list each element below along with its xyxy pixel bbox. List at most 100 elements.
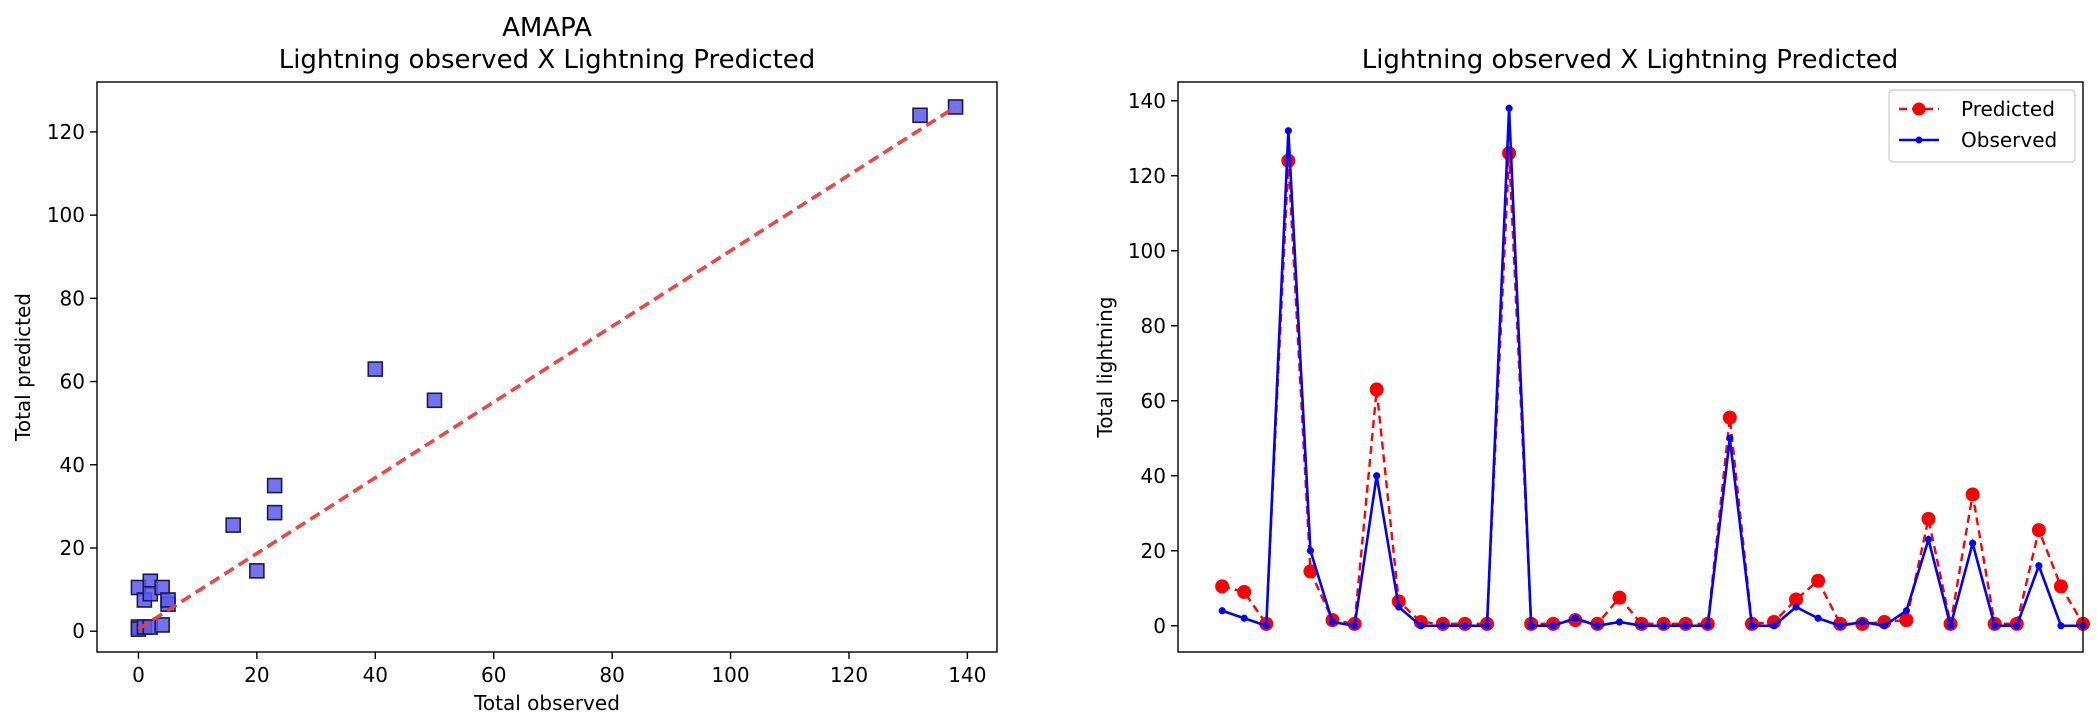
observed-point	[1505, 104, 1513, 112]
scatter-point	[160, 592, 176, 608]
observed-point	[1969, 539, 1977, 547]
observed-point	[1902, 607, 1911, 615]
scatter-point	[367, 361, 384, 377]
observed-point	[1262, 622, 1270, 630]
observed-point	[1770, 622, 1778, 630]
predicted-point	[1303, 564, 1318, 579]
y-tick-label: 80	[60, 286, 85, 310]
scatter-point	[225, 517, 241, 533]
x-tick-label: 40	[363, 663, 388, 687]
observed-point	[1306, 547, 1315, 555]
predicted-point	[1237, 585, 1252, 599]
predicted-point	[1722, 410, 1737, 425]
y-tick-label: 100	[47, 203, 85, 227]
observed-point	[1461, 622, 1469, 630]
x-tick-label: 60	[481, 663, 506, 687]
observed-point	[1991, 622, 1999, 630]
observed-point	[1704, 622, 1712, 630]
line-y-axis-label: Total lightning	[1093, 297, 1117, 439]
legend-observed-label: Observed	[1961, 128, 2057, 152]
scatter-y-axis-label: Total predicted	[11, 293, 35, 442]
predicted-point	[1811, 573, 1826, 588]
observed-point	[1439, 622, 1447, 630]
observed-point	[1792, 603, 1800, 611]
predicted-point	[1281, 153, 1296, 168]
line-chart-title: Lightning observed X Lightning Predicted	[1362, 45, 1899, 75]
scatter-point	[266, 477, 283, 494]
x-tick-label: 120	[830, 663, 868, 687]
observed-point	[1637, 622, 1646, 630]
scatter-point	[249, 563, 265, 579]
scatter-point	[426, 392, 443, 409]
observed-point	[1571, 614, 1579, 622]
y-tick-label: 60	[1141, 389, 1166, 413]
observed-point	[2057, 622, 2065, 630]
y-tick-label: 20	[1141, 539, 1166, 563]
observed-point	[1615, 618, 1624, 626]
y-tick-label: 0	[1153, 614, 1166, 638]
predicted-point	[2053, 579, 2068, 594]
y-tick-label: 60	[60, 370, 85, 394]
x-tick-label: 0	[132, 663, 145, 687]
legend-box	[1888, 89, 2076, 163]
observed-point	[1946, 622, 1955, 630]
y-tick-label: 40	[60, 453, 85, 477]
observed-point	[1836, 622, 1844, 630]
observed-point	[2035, 562, 2043, 570]
observed-point	[1240, 614, 1248, 622]
observed-point	[2013, 622, 2021, 630]
observed-point	[1350, 622, 1359, 630]
legend-observed-marker	[1915, 136, 1923, 144]
scatter-title: AMAPA	[502, 13, 592, 43]
observed-point	[1593, 622, 1601, 630]
line-chart: Lightning observed X Lightning Predicted…	[1093, 45, 2090, 653]
predicted-point	[1502, 146, 1517, 161]
predicted-point	[1215, 579, 1230, 594]
observed-point	[1218, 607, 1226, 615]
observed-point	[1858, 618, 1866, 626]
predicted-point	[1899, 613, 1914, 628]
scatter-point	[266, 504, 283, 521]
predicted-point	[1369, 382, 1384, 397]
observed-point	[1880, 622, 1888, 630]
observed-point	[1527, 622, 1535, 630]
y-tick-label: 120	[1128, 164, 1166, 188]
scatter-x-axis-label: Total observed	[473, 691, 620, 715]
scatter-point	[947, 99, 964, 115]
y-tick-label: 140	[1128, 89, 1166, 113]
legend: Predicted Observed	[1888, 89, 2076, 163]
observed-point	[1924, 535, 1933, 544]
x-tick-label: 100	[711, 663, 749, 687]
observed-point	[1814, 614, 1822, 622]
x-tick-label: 140	[948, 663, 986, 687]
observed-point	[1483, 622, 1491, 630]
scatter-subtitle: Lightning observed X Lightning Predicted	[279, 45, 816, 75]
fit-line	[137, 105, 957, 631]
scatter-chart: AMAPA Lightning observed X Lightning Pre…	[11, 13, 998, 715]
line-plot-area: 0 20 40 60 80 100 120 140	[1128, 89, 2090, 638]
predicted-series-line	[1221, 153, 2085, 628]
observed-point	[1726, 434, 1734, 442]
observed-point	[1417, 622, 1425, 630]
predicted-point	[1612, 590, 1627, 605]
observed-point	[1682, 622, 1690, 630]
observed-point	[1284, 127, 1292, 135]
x-tick-label: 20	[244, 663, 269, 687]
y-tick-label: 40	[1141, 464, 1166, 488]
predicted-point	[1789, 592, 1804, 607]
y-tick-label: 0	[72, 619, 85, 643]
y-tick-label: 100	[1128, 239, 1166, 263]
observed-point	[1660, 622, 1668, 630]
observed-point	[1395, 603, 1403, 611]
observed-point	[1328, 618, 1337, 626]
observed-series-line	[1221, 108, 2083, 631]
y-tick-label: 120	[47, 120, 85, 144]
observed-point	[1549, 622, 1557, 630]
scatter-axes-frame	[96, 81, 998, 653]
observed-point	[1748, 622, 1756, 630]
scatter-plot-area: 0 20 40 60 80 100 120 140 0 20 40 60 80 100 120	[47, 99, 986, 687]
x-tick-label: 80	[599, 663, 624, 687]
scatter-point	[154, 617, 170, 633]
predicted-point	[1921, 511, 1936, 526]
